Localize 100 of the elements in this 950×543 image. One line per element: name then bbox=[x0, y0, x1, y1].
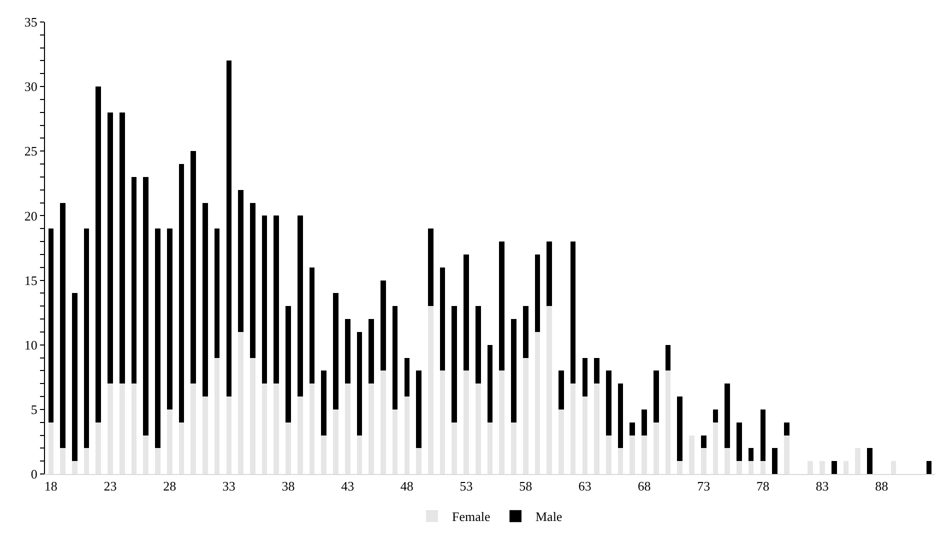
bar bbox=[511, 319, 516, 422]
bar bbox=[309, 384, 315, 474]
bar bbox=[321, 435, 327, 474]
bar bbox=[582, 358, 588, 397]
bar bbox=[760, 461, 766, 474]
bar bbox=[689, 435, 694, 474]
bar bbox=[131, 176, 137, 384]
bar bbox=[558, 409, 564, 474]
x-tick-label: 38 bbox=[282, 478, 295, 494]
y-tick-label: 10 bbox=[24, 337, 38, 352]
bar bbox=[309, 267, 315, 384]
bar bbox=[808, 461, 814, 474]
bar bbox=[831, 461, 837, 474]
bar bbox=[226, 396, 232, 474]
bar bbox=[356, 435, 362, 474]
bar bbox=[368, 319, 374, 384]
x-tick-label: 33 bbox=[222, 478, 236, 494]
bar bbox=[392, 306, 398, 410]
bar bbox=[297, 216, 303, 397]
bar bbox=[700, 435, 706, 448]
bar bbox=[72, 461, 78, 474]
bar bbox=[380, 280, 386, 371]
bar bbox=[464, 254, 469, 371]
bar bbox=[356, 332, 362, 436]
bar bbox=[570, 242, 576, 384]
bar bbox=[190, 151, 196, 384]
bar bbox=[60, 448, 66, 474]
x-tick-label: 18 bbox=[44, 478, 58, 494]
bar bbox=[772, 448, 778, 474]
bar bbox=[630, 435, 636, 474]
bar bbox=[665, 344, 671, 371]
bar bbox=[700, 448, 706, 474]
x-tick-label: 63 bbox=[578, 478, 592, 494]
bar bbox=[262, 216, 268, 384]
bar bbox=[594, 358, 600, 384]
bar bbox=[238, 332, 244, 474]
x-tick-label: 48 bbox=[400, 478, 414, 494]
bar bbox=[392, 409, 398, 474]
bar bbox=[487, 422, 493, 474]
bar bbox=[416, 448, 422, 474]
bar bbox=[166, 409, 172, 474]
bar bbox=[677, 396, 683, 462]
x-tick-label: 78 bbox=[756, 478, 770, 494]
bar bbox=[286, 306, 291, 422]
bar bbox=[452, 422, 458, 474]
bar bbox=[250, 202, 256, 358]
bar bbox=[867, 448, 872, 474]
bar bbox=[428, 306, 434, 474]
bar bbox=[522, 358, 528, 474]
bar bbox=[677, 461, 683, 474]
bar bbox=[214, 228, 220, 358]
x-tick-label: 88 bbox=[875, 478, 888, 494]
bar bbox=[84, 228, 90, 448]
bar bbox=[262, 384, 268, 474]
bar bbox=[321, 370, 327, 436]
bar bbox=[736, 422, 742, 462]
bar bbox=[297, 396, 303, 474]
x-tick-label: 53 bbox=[460, 478, 473, 494]
bar bbox=[653, 370, 659, 422]
bar bbox=[452, 306, 458, 422]
bar bbox=[72, 293, 78, 462]
bar bbox=[499, 242, 505, 371]
bar bbox=[475, 384, 481, 474]
bar bbox=[155, 448, 160, 474]
legend-label: Male bbox=[535, 509, 562, 524]
bar bbox=[119, 384, 125, 474]
bar bbox=[178, 164, 184, 422]
bar bbox=[843, 461, 849, 474]
bar bbox=[546, 306, 552, 474]
bar bbox=[606, 370, 612, 436]
bar bbox=[119, 112, 125, 384]
bar bbox=[404, 358, 410, 397]
bar bbox=[166, 228, 172, 410]
bar bbox=[760, 409, 766, 462]
bar bbox=[143, 435, 149, 474]
bar bbox=[286, 422, 291, 474]
bar bbox=[558, 370, 564, 410]
bar bbox=[416, 370, 422, 448]
bar bbox=[724, 448, 730, 474]
bar bbox=[736, 461, 742, 474]
bar bbox=[926, 461, 932, 474]
bar bbox=[274, 216, 280, 384]
y-tick-label: 35 bbox=[24, 14, 38, 30]
bar bbox=[143, 176, 149, 436]
bar bbox=[511, 422, 516, 474]
bar bbox=[784, 435, 790, 474]
bar bbox=[48, 228, 54, 422]
bar bbox=[464, 370, 469, 474]
bar bbox=[333, 293, 338, 410]
x-tick-label: 23 bbox=[104, 478, 117, 494]
bar bbox=[712, 422, 718, 474]
bar bbox=[250, 358, 256, 474]
bar bbox=[440, 267, 446, 371]
bar bbox=[202, 202, 208, 397]
bar bbox=[344, 384, 350, 474]
bar bbox=[712, 409, 718, 422]
x-tick-label: 68 bbox=[638, 478, 651, 494]
bar bbox=[274, 384, 280, 474]
y-tick-label: 20 bbox=[24, 208, 38, 224]
bar bbox=[344, 319, 350, 384]
